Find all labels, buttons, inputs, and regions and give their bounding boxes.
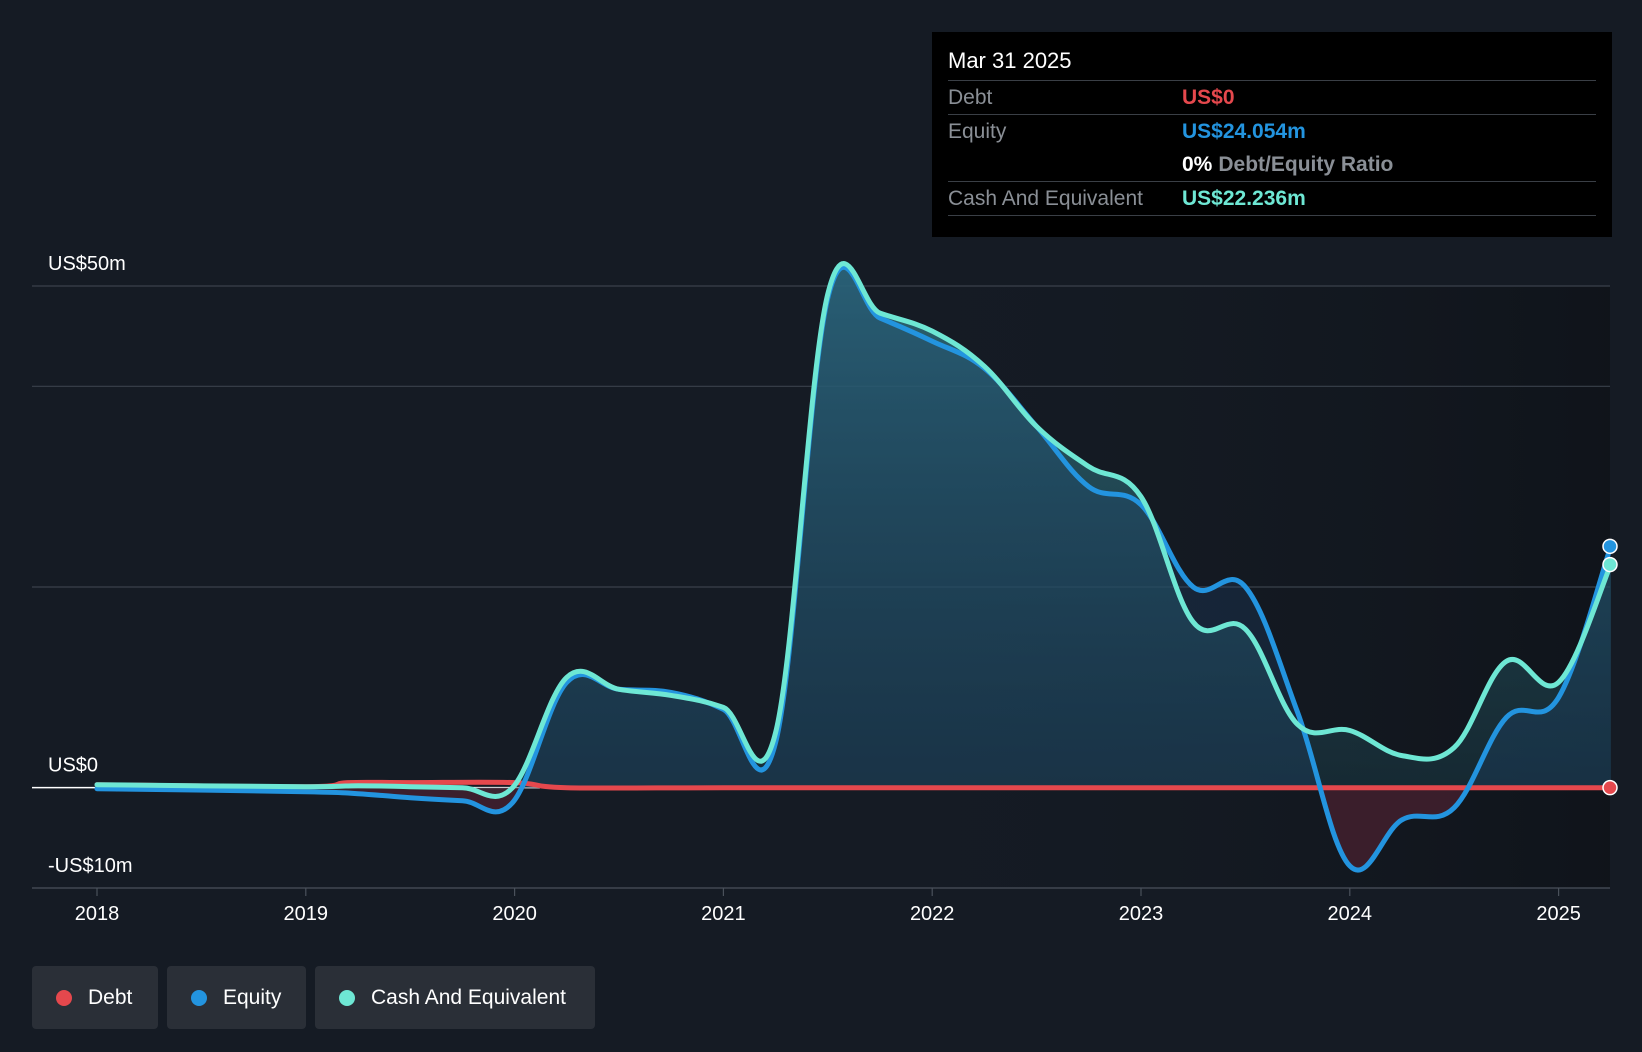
tooltip-equity-label: Equity bbox=[948, 120, 1007, 143]
tooltip-ratio-pct: 0% bbox=[1182, 153, 1213, 176]
tooltip-row-ratio: 0% Debt/Equity Ratio bbox=[948, 148, 1596, 181]
tooltip-cash-label: Cash And Equivalent bbox=[948, 187, 1143, 210]
tooltip-ratio: 0% Debt/Equity Ratio bbox=[1182, 148, 1393, 181]
tooltip-debt-label: Debt bbox=[948, 86, 993, 109]
x-tick-label-2022: 2022 bbox=[910, 903, 955, 925]
legend-debt-label: Debt bbox=[88, 985, 133, 1009]
tooltip-panel: Mar 31 2025 Debt US$0 Equity US$24.054m … bbox=[932, 32, 1612, 237]
tooltip-equity-value: US$24.054m bbox=[1182, 120, 1306, 143]
y-label-top: US$50m bbox=[48, 253, 126, 275]
legend-cash-label: Cash And Equivalent bbox=[371, 985, 566, 1009]
y-label-zero: US$0 bbox=[48, 755, 98, 777]
legend-item-debt[interactable]: Debt bbox=[32, 966, 158, 1029]
x-tick-label-2020: 2020 bbox=[492, 903, 537, 925]
x-tick-label-2018: 2018 bbox=[75, 903, 120, 925]
cash-dot-icon bbox=[339, 989, 355, 1006]
legend-item-cash[interactable]: Cash And Equivalent bbox=[315, 966, 595, 1029]
equity-area bbox=[97, 267, 1611, 871]
x-tick-label-2023: 2023 bbox=[1119, 903, 1164, 925]
cash-line bbox=[94, 261, 1614, 800]
tooltip-debt-value: US$0 bbox=[1182, 86, 1235, 109]
x-tick-label-2025: 2025 bbox=[1536, 903, 1581, 925]
tooltip-date: Mar 31 2025 bbox=[948, 48, 1072, 73]
equity-line bbox=[94, 264, 1614, 873]
x-tick-label-2024: 2024 bbox=[1328, 903, 1373, 925]
tooltip-row-cash: Cash And Equivalent US$22.236m bbox=[948, 181, 1596, 216]
cash-area bbox=[97, 263, 1611, 797]
equity-endpoint bbox=[1602, 538, 1618, 555]
legend-item-equity[interactable]: Equity bbox=[167, 966, 306, 1029]
chart-legend: Debt Equity Cash And Equivalent bbox=[32, 966, 595, 1029]
debt-equity-chart: US$50m US$0 -US$10m 2018 2019 2020 2021 2022 202… bbox=[32, 253, 1618, 925]
y-label-bottom: -US$10m bbox=[48, 855, 132, 877]
equity-negative-area bbox=[97, 787, 1610, 870]
tooltip-row-equity: Equity US$24.054m bbox=[948, 114, 1596, 148]
x-tick-label-2021: 2021 bbox=[701, 903, 746, 925]
debt-endpoint bbox=[1602, 779, 1618, 796]
tooltip-ratio-label: Debt/Equity Ratio bbox=[1218, 153, 1394, 176]
debt-line bbox=[94, 779, 1614, 791]
x-tick-label-2019: 2019 bbox=[284, 903, 329, 925]
tooltip-cash-value: US$22.236m bbox=[1182, 187, 1306, 210]
cash-endpoint bbox=[1602, 556, 1618, 573]
debt-dot-icon bbox=[56, 989, 72, 1006]
equity-dot-icon bbox=[191, 989, 207, 1006]
legend-equity-label: Equity bbox=[223, 985, 282, 1009]
tooltip-row-debt: Debt US$0 bbox=[948, 80, 1596, 114]
